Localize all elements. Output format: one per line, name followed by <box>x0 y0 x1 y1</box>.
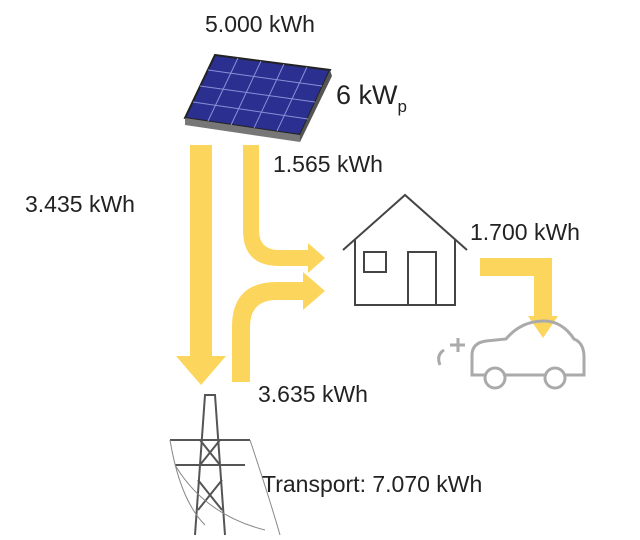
house <box>343 195 467 305</box>
transport-label: Transport: 7.070 kWh <box>262 471 482 497</box>
electric-car <box>439 321 584 388</box>
pv-power-text: 6 kW <box>336 80 398 110</box>
pv-power-label: 6 kWp <box>336 80 407 116</box>
pylon <box>170 395 280 535</box>
pv-yield-label: 5.000 kWh <box>205 11 315 37</box>
pv-power-subscript: p <box>398 97 407 116</box>
self-consumption-label: 1.565 kWh <box>273 151 383 177</box>
energy-flow-diagram: 5.000 kWh 6 kWp 1.565 kWh 3.435 kWh 1.70… <box>0 0 640 540</box>
feed-in-label: 3.435 kWh <box>25 191 135 217</box>
ev-charging-label: 1.700 kWh <box>470 219 580 245</box>
flow-arrows <box>176 145 558 385</box>
solar-panel <box>185 55 332 142</box>
grid-purchase-label: 3.635 kWh <box>258 381 368 407</box>
